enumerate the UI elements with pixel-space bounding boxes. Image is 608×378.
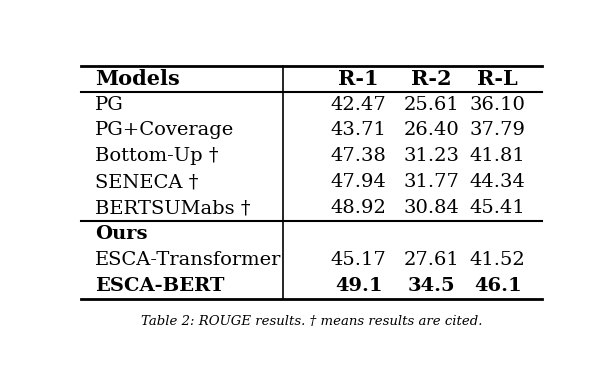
- Text: 48.92: 48.92: [331, 199, 387, 217]
- Text: Ours: Ours: [95, 225, 147, 243]
- Text: 30.84: 30.84: [404, 199, 460, 217]
- Text: 49.1: 49.1: [335, 277, 382, 294]
- Text: 43.71: 43.71: [331, 121, 387, 139]
- Text: 47.38: 47.38: [331, 147, 387, 165]
- Text: PG: PG: [95, 96, 123, 113]
- Text: 34.5: 34.5: [408, 277, 455, 294]
- Text: ESCA-Transformer: ESCA-Transformer: [95, 251, 282, 269]
- Text: PG+Coverage: PG+Coverage: [95, 121, 234, 139]
- Text: 46.1: 46.1: [474, 277, 522, 294]
- Text: 31.77: 31.77: [404, 173, 460, 191]
- Text: 45.17: 45.17: [331, 251, 387, 269]
- Text: 41.81: 41.81: [470, 147, 525, 165]
- Text: 42.47: 42.47: [331, 96, 387, 113]
- Text: 25.61: 25.61: [404, 96, 460, 113]
- Text: 41.52: 41.52: [470, 251, 525, 269]
- Text: 27.61: 27.61: [404, 251, 460, 269]
- Text: 37.79: 37.79: [470, 121, 526, 139]
- Text: R-1: R-1: [339, 69, 379, 89]
- Text: ESCA-BERT: ESCA-BERT: [95, 277, 224, 294]
- Text: 47.94: 47.94: [331, 173, 387, 191]
- Text: Bottom-Up †: Bottom-Up †: [95, 147, 218, 165]
- Text: R-L: R-L: [477, 69, 518, 89]
- Text: 31.23: 31.23: [404, 147, 460, 165]
- Text: Models: Models: [95, 69, 179, 89]
- Text: Table 2: ROUGE results. † means results are cited.: Table 2: ROUGE results. † means results …: [141, 315, 482, 328]
- Text: 26.40: 26.40: [404, 121, 460, 139]
- Text: BERTSUMabs †: BERTSUMabs †: [95, 199, 250, 217]
- Text: R-2: R-2: [412, 69, 452, 89]
- Text: SENECA †: SENECA †: [95, 173, 198, 191]
- Text: 45.41: 45.41: [470, 199, 525, 217]
- Text: 44.34: 44.34: [470, 173, 526, 191]
- Text: 36.10: 36.10: [470, 96, 526, 113]
